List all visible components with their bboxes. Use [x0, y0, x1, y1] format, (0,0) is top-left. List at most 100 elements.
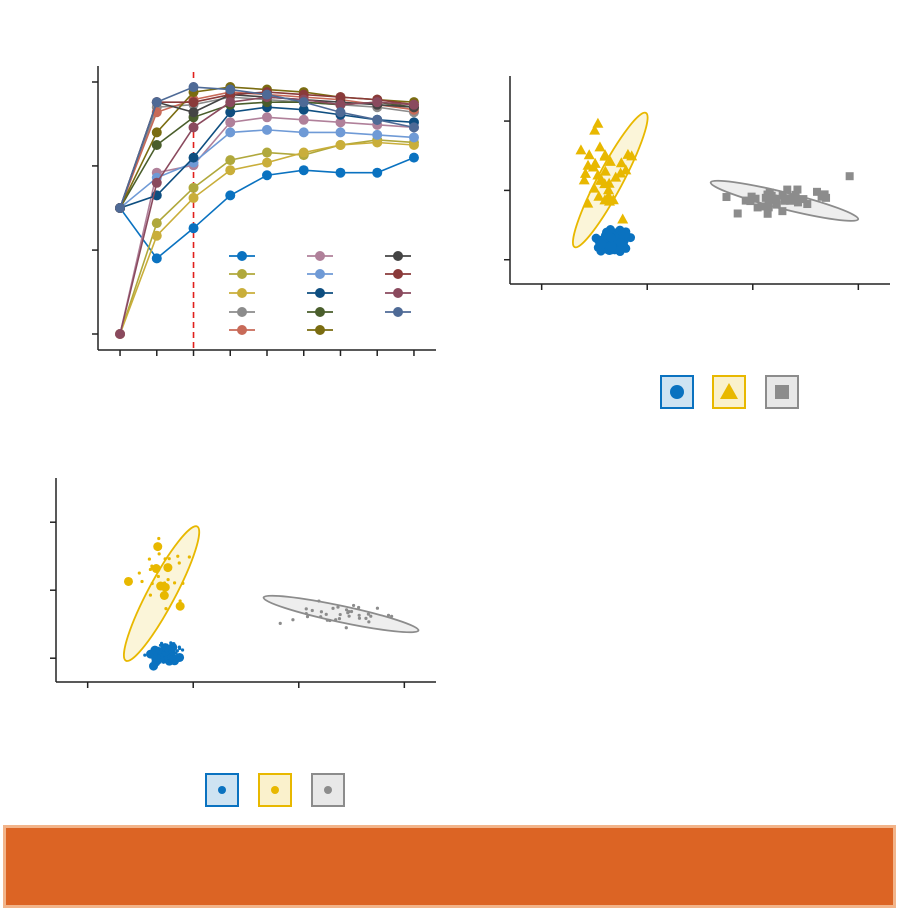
group-2-point — [150, 564, 154, 568]
group-3-point — [778, 207, 787, 216]
group-3-point — [799, 195, 808, 204]
legend-marker-1 — [670, 385, 684, 399]
series-14-point — [372, 114, 383, 125]
group-3-point — [386, 613, 391, 617]
group-1-point — [165, 643, 169, 647]
series-13-point — [188, 122, 199, 133]
group-2-point — [575, 144, 587, 155]
group-2-point — [615, 167, 627, 178]
legend-marker-2 — [271, 786, 279, 794]
group-2-point — [620, 164, 632, 175]
group-2-point — [148, 593, 153, 597]
group-1-point — [164, 656, 168, 661]
legend-swatch-marker-7 — [315, 269, 325, 279]
group-1-point — [162, 647, 166, 651]
group-3-point — [357, 613, 361, 617]
group-2-point — [589, 124, 601, 135]
group-3-point — [334, 618, 338, 622]
group-1-point — [172, 642, 176, 646]
series-3-point — [151, 230, 162, 241]
group-3-point — [304, 611, 308, 616]
group-3-point — [278, 621, 282, 626]
group-1-point — [170, 648, 174, 652]
series-6-point — [262, 112, 272, 123]
series-1-point — [151, 253, 162, 264]
group-1-point — [176, 656, 181, 660]
group-3-point — [366, 612, 371, 616]
scatter-chart-small-markers — [50, 478, 436, 807]
series-14-point — [298, 97, 309, 108]
group-3-point — [820, 190, 829, 199]
series-2-point — [262, 147, 272, 158]
group-3-point — [722, 193, 731, 202]
group-2-point — [579, 167, 591, 178]
group-3-point — [390, 614, 394, 618]
series-3-point — [225, 165, 236, 176]
group-1-point — [154, 658, 158, 662]
series-13-point — [115, 329, 126, 339]
group-1-point — [606, 233, 616, 243]
series-14-point — [225, 84, 236, 95]
group-2-point — [163, 557, 167, 561]
group-3-point — [317, 599, 321, 603]
group-3-point — [344, 608, 349, 612]
group-2-point — [176, 554, 180, 558]
series-13-point — [225, 97, 236, 108]
group-1-point — [158, 643, 163, 647]
group-3-point — [757, 202, 766, 211]
legend-swatch-marker-14 — [393, 307, 403, 317]
legend-swatch-marker-9 — [315, 307, 325, 317]
group-3-point — [305, 615, 310, 619]
group-3-point — [764, 200, 773, 209]
group-2-point — [151, 564, 161, 574]
legend-swatch-marker-6 — [315, 251, 325, 261]
group-1-point — [164, 648, 169, 652]
group-2-point — [181, 581, 185, 585]
group-2-point — [164, 607, 168, 611]
series-12-point — [335, 92, 346, 103]
series-8-point — [188, 152, 199, 163]
group-2-point — [167, 557, 171, 561]
series-line-8 — [119, 106, 415, 209]
group-1-point — [167, 661, 172, 666]
group-2-point — [599, 194, 611, 205]
legend-swatch-marker-12 — [393, 269, 403, 279]
group-2-point — [578, 174, 590, 185]
legend-swatch-marker-4 — [237, 307, 247, 317]
group-3-point — [349, 609, 354, 614]
group-3-point — [357, 616, 362, 620]
group-1-point — [180, 648, 185, 652]
group-2-point — [593, 190, 605, 201]
group-2-point — [187, 555, 191, 559]
legend-marker-3 — [775, 385, 789, 399]
group-3-point — [344, 626, 348, 630]
group-3-point — [768, 194, 777, 203]
legend-marker-3 — [324, 786, 332, 794]
group-3-point — [793, 185, 802, 194]
series-14-point — [262, 89, 272, 100]
group-2-point — [583, 149, 595, 160]
series-7-point — [408, 132, 419, 143]
series-3-point — [188, 192, 199, 203]
group-2-point — [178, 599, 182, 603]
series-8-point — [298, 104, 309, 115]
series-3-point — [408, 140, 419, 150]
series-7-point — [335, 127, 346, 138]
group-2-point — [147, 557, 152, 561]
group-2-point — [175, 601, 185, 611]
group-2-point — [599, 149, 611, 160]
group-3-point — [369, 614, 373, 618]
group-2-point — [603, 184, 615, 195]
group-3-point — [763, 190, 772, 199]
group-3-point — [331, 606, 335, 610]
group-1-point — [157, 655, 161, 659]
series-2-point — [225, 155, 236, 166]
series-7-point — [262, 124, 272, 135]
group-2-point — [172, 581, 177, 585]
series-13-point — [372, 97, 383, 108]
group-2-point — [592, 169, 604, 180]
group-3-point — [772, 200, 781, 209]
group-2-point — [155, 543, 160, 547]
group-2-point — [599, 165, 611, 176]
group-2-point — [166, 577, 170, 582]
